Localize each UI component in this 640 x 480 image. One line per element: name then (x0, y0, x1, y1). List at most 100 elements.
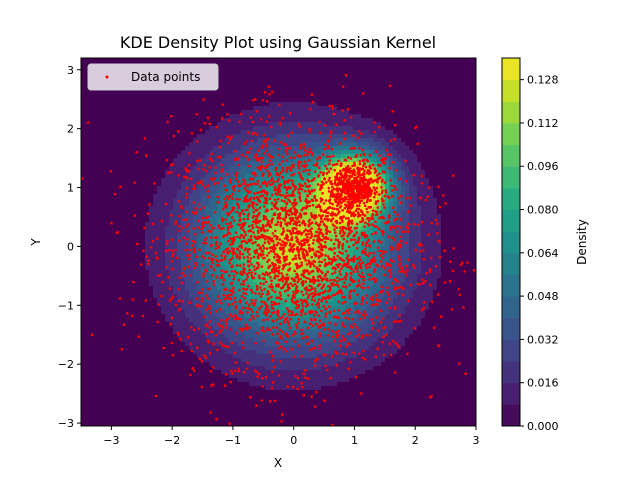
contour-cell (181, 238, 185, 242)
contour-cell (237, 142, 241, 146)
contour-cell (145, 266, 149, 270)
contour-cell (413, 290, 417, 294)
contour-cell (161, 190, 165, 194)
contour-cell (301, 138, 305, 142)
contour-cell (205, 230, 209, 234)
contour-cell (353, 230, 357, 234)
contour-cell (273, 358, 277, 362)
contour-cell (289, 182, 293, 186)
contour-cell (329, 174, 333, 178)
contour-cell (337, 226, 341, 230)
contour-cell (229, 338, 233, 342)
data-point (379, 210, 383, 214)
contour-cell (365, 166, 369, 170)
contour-cell (225, 258, 229, 262)
data-point (380, 264, 384, 268)
contour-cell (209, 214, 213, 218)
contour-cell (325, 330, 329, 334)
contour-cell (369, 226, 373, 230)
contour-cell (393, 222, 397, 226)
contour-cell (333, 150, 337, 154)
contour-cell (177, 250, 181, 254)
data-point (304, 169, 308, 172)
data-point (160, 294, 163, 298)
contour-cell (321, 250, 325, 254)
contour-cell (229, 374, 233, 378)
contour-cell (213, 314, 217, 318)
contour-cell (249, 278, 253, 282)
contour-cell (193, 278, 197, 282)
contour-cell (233, 358, 237, 362)
data-point (279, 345, 283, 348)
contour-cell (277, 242, 281, 246)
contour-cell (157, 290, 161, 294)
contour-cell (173, 206, 177, 210)
contour-cell (413, 170, 417, 174)
contour-cell (349, 306, 353, 310)
contour-cell (309, 202, 313, 206)
contour-cell (213, 346, 217, 350)
contour-cell (345, 206, 349, 210)
contour-cell (329, 270, 333, 274)
contour-cell (301, 118, 305, 122)
contour-cell (269, 382, 273, 386)
contour-cell (153, 194, 157, 198)
contour-cell (293, 358, 297, 362)
contour-cell (313, 330, 317, 334)
contour-cell (273, 282, 277, 286)
contour-cell (177, 158, 181, 162)
contour-cell (345, 150, 349, 154)
contour-cell (277, 294, 281, 298)
contour-cell (405, 322, 409, 326)
contour-cell (373, 154, 377, 158)
contour-cell (169, 194, 173, 198)
contour-cell (213, 250, 217, 254)
contour-cell (225, 298, 229, 302)
contour-cell (301, 182, 305, 186)
contour-cell (349, 346, 353, 350)
contour-cell (421, 250, 425, 254)
contour-cell (325, 366, 329, 370)
contour-cell (285, 102, 289, 106)
contour-cell (389, 206, 393, 210)
contour-cell (345, 314, 349, 318)
contour-cell (345, 294, 349, 298)
contour-cell (261, 134, 265, 138)
contour-cell (417, 222, 421, 226)
contour-cell (357, 118, 361, 122)
contour-cell (249, 202, 253, 206)
contour-cell (409, 290, 413, 294)
contour-cell (289, 250, 293, 254)
contour-cell (369, 314, 373, 318)
contour-cell (253, 166, 257, 170)
contour-cell (301, 246, 305, 250)
contour-cell (325, 350, 329, 354)
contour-cell (261, 342, 265, 346)
contour-cell (217, 222, 221, 226)
contour-cell (165, 218, 169, 222)
contour-cell (233, 134, 237, 138)
contour-cell (353, 330, 357, 334)
contour-cell (373, 318, 377, 322)
contour-cell (269, 230, 273, 234)
contour-cell (225, 154, 229, 158)
contour-cell (417, 298, 421, 302)
contour-cell (169, 178, 173, 182)
contour-cell (317, 110, 321, 114)
contour-cell (261, 198, 265, 202)
contour-cell (217, 258, 221, 262)
contour-cell (253, 262, 257, 266)
contour-cell (285, 154, 289, 158)
contour-cell (205, 306, 209, 310)
contour-cell (225, 158, 229, 162)
contour-cell (193, 222, 197, 226)
contour-cell (265, 238, 269, 242)
contour-cell (193, 210, 197, 214)
contour-cell (197, 150, 201, 154)
contour-cell (425, 178, 429, 182)
contour-cell (149, 238, 153, 242)
contour-cell (429, 214, 433, 218)
contour-cell (261, 142, 265, 146)
contour-cell (201, 158, 205, 162)
contour-cell (165, 234, 169, 238)
